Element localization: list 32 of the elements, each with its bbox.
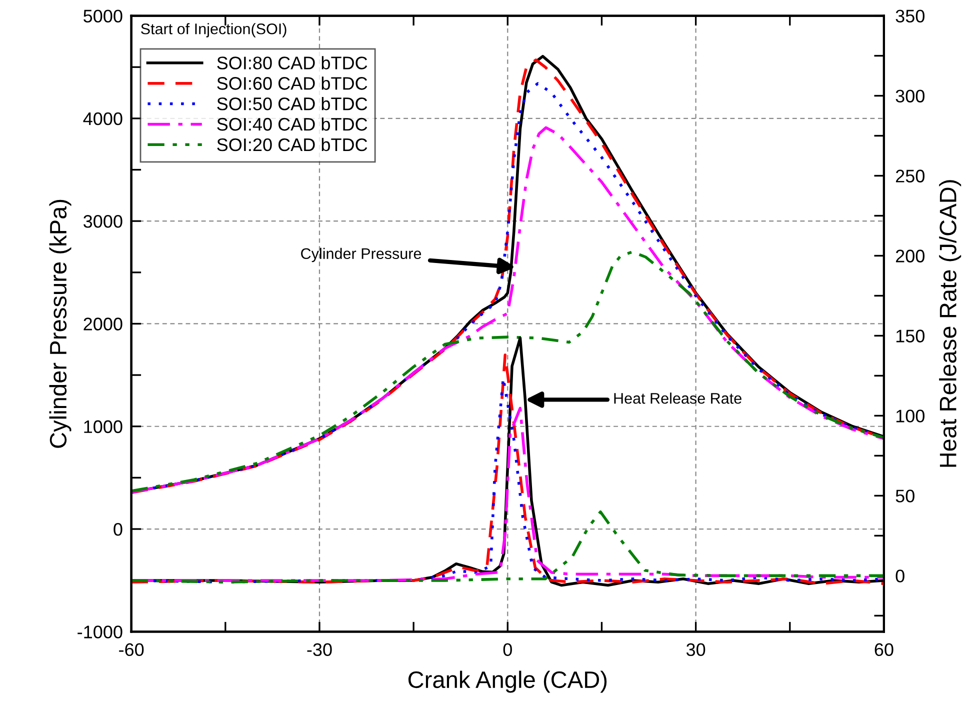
x-tick-label: 0: [503, 643, 512, 656]
y2-tick-label: 300: [896, 90, 924, 102]
annotation: Heat Release Rate: [614, 392, 742, 404]
y2-tick-label: 350: [896, 10, 924, 22]
y-axis-title: Cylinder Pressure (kPa): [49, 200, 72, 448]
x-axis-title: Crank Angle (CAD): [408, 670, 607, 693]
annotation: Cylinder Pressure: [301, 248, 422, 262]
y-tick-label: 3000: [84, 215, 122, 228]
y2-tick-label: 250: [896, 170, 924, 182]
y2-tick-label: 100: [896, 410, 924, 422]
legend-label: SOI:60 CAD bTDC: [217, 76, 368, 90]
legend-title: Start of Injection(SOI): [141, 23, 286, 38]
y2-tick-label: 200: [896, 250, 924, 262]
x-tick-label: 60: [874, 643, 894, 656]
x-tick-label: 30: [686, 643, 706, 656]
legend-label: SOI:40 CAD bTDC: [217, 117, 368, 131]
y2-axis-title: Heat Release Rate (J/CAD): [939, 180, 962, 467]
legend-label: SOI:20 CAD bTDC: [217, 138, 368, 152]
y-tick-label: 0: [114, 522, 122, 536]
y-tick-label: 2000: [84, 318, 122, 330]
legend-label: SOI:80 CAD bTDC: [217, 56, 368, 70]
y2-tick-label: 0: [896, 570, 904, 582]
y2-tick-label: 150: [896, 330, 924, 342]
y-tick-label: 1000: [84, 420, 122, 434]
x-tick-label: -60: [119, 643, 144, 656]
legend-label: SOI:50 CAD bTDC: [217, 97, 368, 110]
line-series: [131, 510, 884, 584]
y2-tick-label: 50: [896, 490, 914, 502]
y-tick-label: 5000: [84, 10, 122, 22]
y-tick-label: -1000: [78, 626, 122, 638]
y-tick-label: 4000: [83, 112, 122, 126]
x-tick-label: -30: [307, 643, 332, 656]
